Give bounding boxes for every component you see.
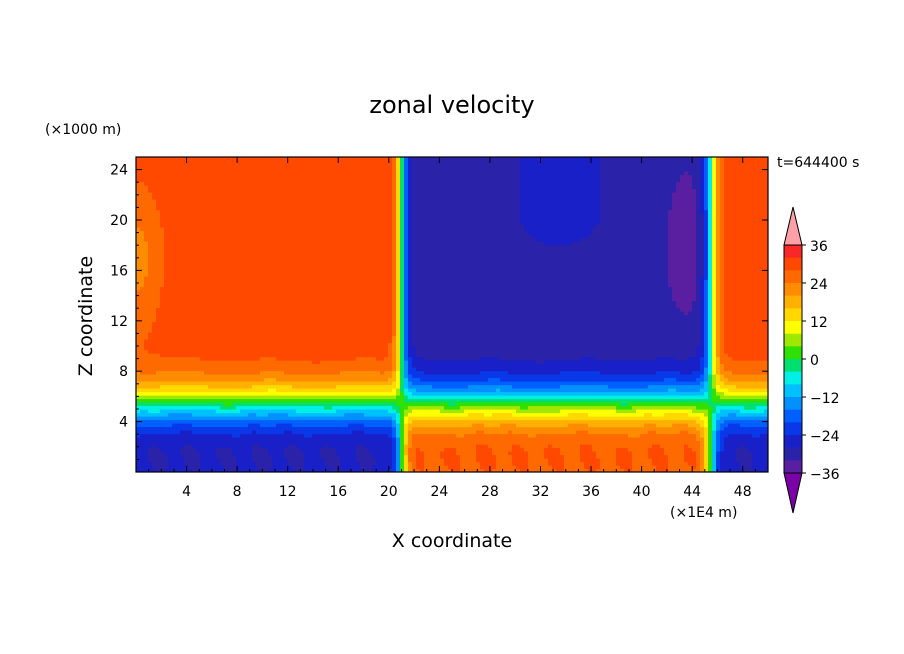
colorbar-max-arrow xyxy=(783,206,803,246)
chart-title: zonal velocity xyxy=(369,91,534,119)
colorbar-box xyxy=(784,270,802,284)
x-tick-label: 40 xyxy=(633,484,651,500)
x-tick-label: 20 xyxy=(380,484,398,500)
colorbar: 36 24 12 0 −12 −24 −36 xyxy=(783,206,840,514)
x-tick-label: 28 xyxy=(481,484,499,500)
x-tick-label: 16 xyxy=(329,484,347,500)
x-axis-label: X coordinate xyxy=(392,530,512,552)
y-unit-label: (×1000 m) xyxy=(45,122,121,138)
colorbar-box xyxy=(784,359,802,372)
colorbar-box xyxy=(784,283,802,296)
contour-field xyxy=(136,157,768,472)
colorbar-tick-label: 0 xyxy=(810,353,819,369)
colorbar-tick-label: 36 xyxy=(810,239,828,255)
colorbar-box xyxy=(784,295,802,309)
colorbar-box xyxy=(784,422,802,436)
colorbar-box xyxy=(784,257,802,271)
colorbar-box xyxy=(784,435,802,448)
colorbar-box xyxy=(784,346,802,360)
y-tick-label: 16 xyxy=(110,263,128,279)
colorbar-box xyxy=(784,447,802,461)
colorbar-tick-label: 12 xyxy=(810,315,828,331)
colorbar-box xyxy=(784,321,802,334)
colorbar-box xyxy=(784,384,802,398)
colorbar-box xyxy=(784,245,802,258)
x-tick-label: 36 xyxy=(582,484,600,500)
x-unit-label: (×1E4 m) xyxy=(670,505,737,521)
colorbar-min-arrow xyxy=(783,472,803,514)
y-tick-label: 4 xyxy=(119,415,128,431)
x-axis: 4 8 12 16 20 24 28 32 36 40 44 48 xyxy=(148,157,756,500)
time-label: t=644400 s xyxy=(777,155,859,171)
x-tick-label: 48 xyxy=(734,484,752,500)
x-tick-label: 12 xyxy=(279,484,297,500)
colorbar-tick-label: −12 xyxy=(810,391,840,407)
colorbar-box xyxy=(784,409,802,423)
colorbar-box xyxy=(784,460,802,474)
y-tick-label: 20 xyxy=(110,213,128,229)
colorbar-box xyxy=(784,397,802,410)
x-tick-label: 8 xyxy=(233,484,242,500)
colorbar-tick-label: −24 xyxy=(810,429,840,445)
x-tick-label: 32 xyxy=(532,484,550,500)
y-tick-label: 8 xyxy=(119,364,128,380)
y-tick-label: 12 xyxy=(110,314,128,330)
y-axis-label: Z coordinate xyxy=(75,256,97,376)
colorbar-tick-label: 24 xyxy=(810,277,828,293)
x-tick-label: 44 xyxy=(683,484,701,500)
y-tick-label: 24 xyxy=(110,163,128,179)
colorbar-box xyxy=(784,371,802,385)
colorbar-box xyxy=(784,333,802,347)
y-axis: 4 8 12 16 20 24 xyxy=(110,156,768,460)
x-tick-label: 24 xyxy=(430,484,448,500)
colorbar-box xyxy=(784,308,802,322)
x-tick-label: 4 xyxy=(182,484,191,500)
colorbar-tick-label: −36 xyxy=(810,467,840,483)
